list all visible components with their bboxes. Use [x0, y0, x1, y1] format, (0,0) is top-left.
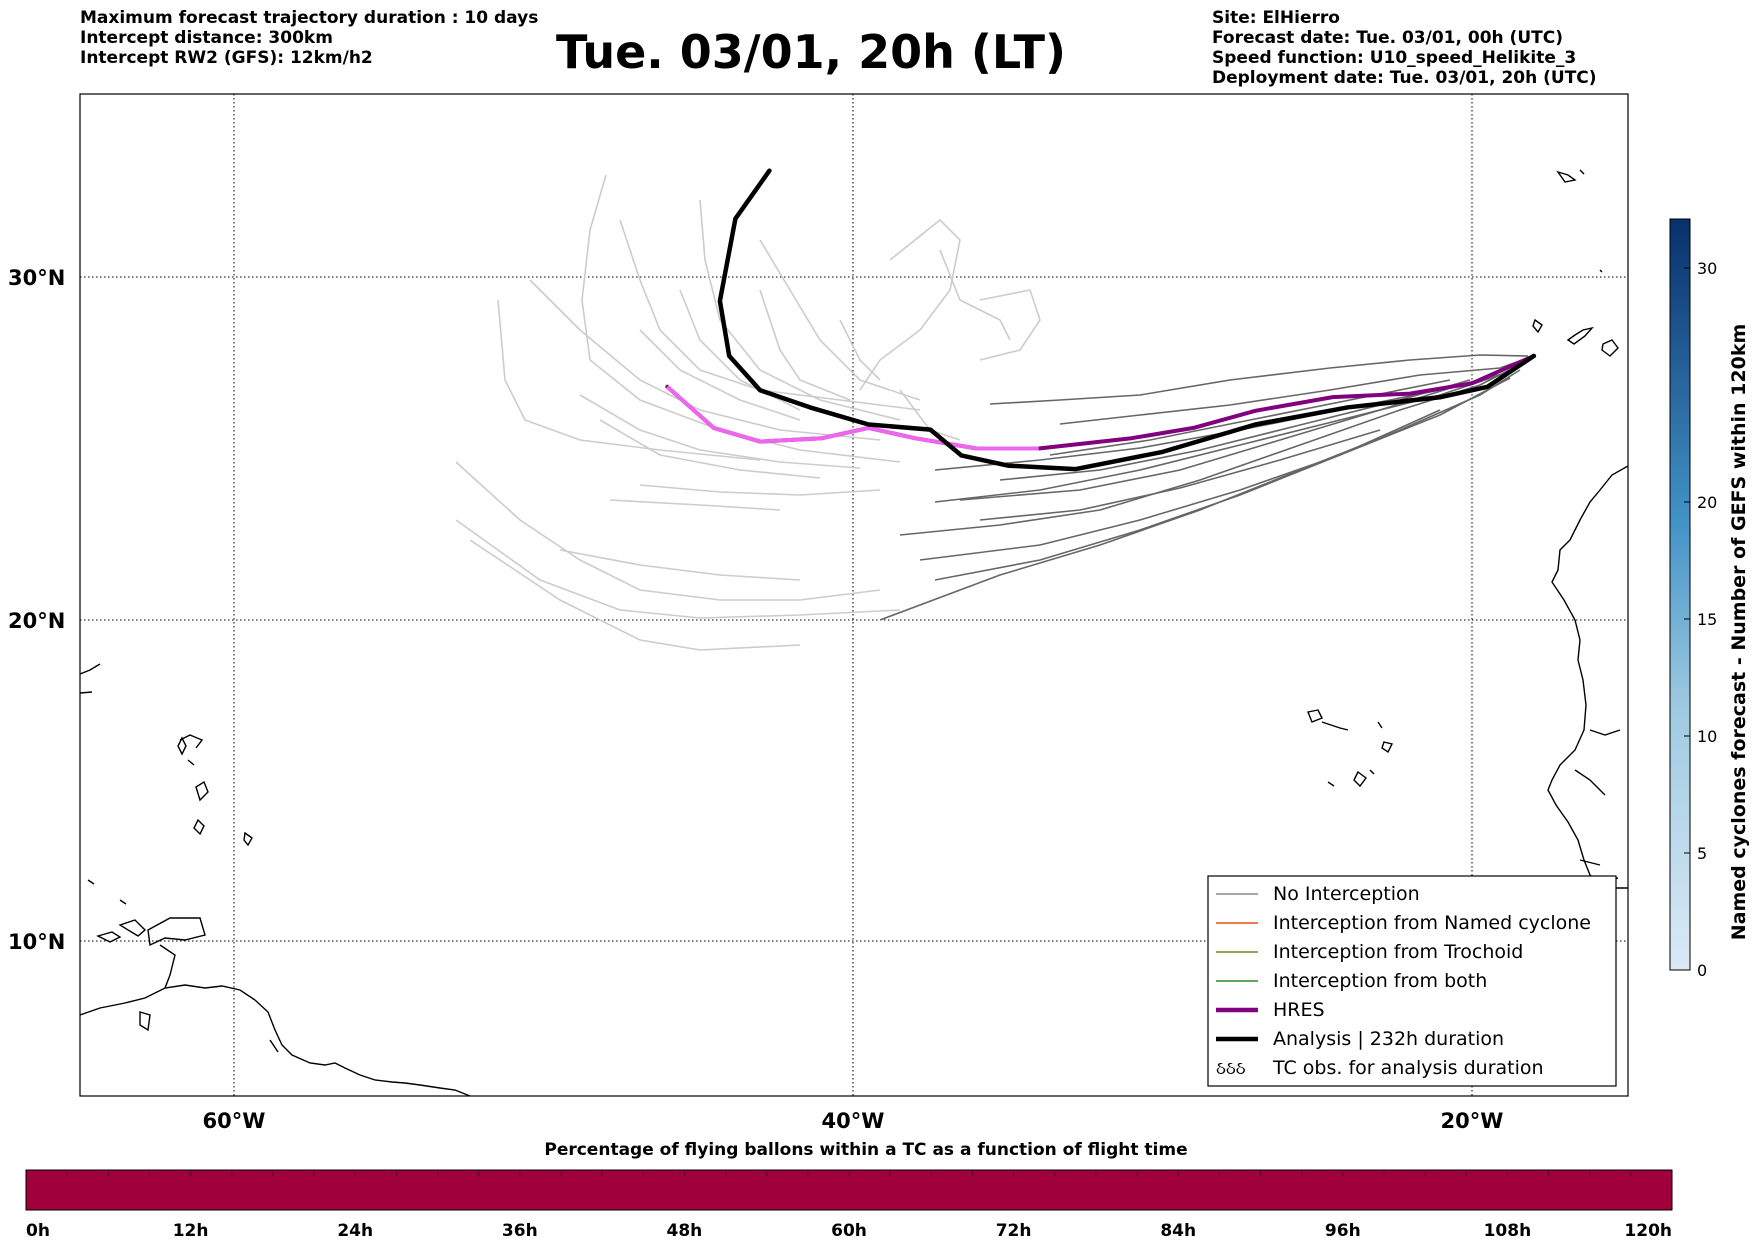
- legend-item: Interception from Named cyclone: [1216, 912, 1591, 934]
- legend-item: ઠઠઠ TC obs. for analysis duration: [1216, 1057, 1544, 1079]
- colorbar-bottom-tick: 48h: [667, 1221, 703, 1241]
- colorbar-bottom-tick: 96h: [1325, 1221, 1361, 1241]
- map-area: [80, 94, 1628, 1096]
- legend-label: TC obs. for analysis duration: [1272, 1057, 1544, 1079]
- legend-label: Interception from Named cyclone: [1273, 912, 1591, 934]
- legend-label: HRES: [1273, 999, 1325, 1021]
- colorbar-bottom-tick: 108h: [1484, 1221, 1532, 1241]
- lon-label-60w: 60°W: [203, 1109, 266, 1133]
- legend-item: Interception from Trochoid: [1216, 941, 1523, 963]
- islands: [1307, 169, 1619, 788]
- lon-label-20w: 20°W: [1441, 1109, 1504, 1133]
- cbar-tick-20: 20: [1697, 493, 1717, 512]
- forecast-date-text: Forecast date: Tue. 03/01, 00h (UTC): [1212, 28, 1563, 48]
- graticule: [80, 94, 1628, 1096]
- colorbar-right-ticks: 0 5 10 15 20 30: [1684, 259, 1717, 980]
- legend-item: Analysis | 232h duration: [1216, 1028, 1504, 1050]
- analysis-trajectory: [717, 168, 1537, 472]
- cbar-tick-5: 5: [1697, 844, 1707, 863]
- colorbar-bottom-title: Percentage of flying ballons within a TC…: [544, 1140, 1187, 1160]
- cbar-tick-15: 15: [1697, 610, 1717, 629]
- intercept-rw2-text: Intercept RW2 (GFS): 12km/h2: [80, 48, 373, 68]
- colorbar-bottom-tick: 36h: [502, 1221, 538, 1241]
- legend-label: Analysis | 232h duration: [1273, 1028, 1504, 1050]
- coastline-caribbean: [80, 663, 471, 1096]
- trajectory-series: [665, 168, 1537, 472]
- colorbar-right: 0 5 10 15 20 30 Named cyclones forecast …: [1669, 218, 1750, 980]
- page-title: Tue. 03/01, 20h (LT): [556, 25, 1066, 79]
- hres-trajectory-late-segment: [665, 385, 1039, 451]
- legend-item: HRES: [1216, 999, 1325, 1021]
- colorbar-bottom-tick: 12h: [173, 1221, 209, 1241]
- legend-label: Interception from both: [1273, 970, 1487, 992]
- cbar-tick-0: 0: [1697, 961, 1707, 980]
- colorbar-bottom-tick: 0h: [26, 1221, 50, 1241]
- colorbar-bottom-tick: 24h: [337, 1221, 373, 1241]
- max-duration-text: Maximum forecast trajectory duration : 1…: [80, 8, 539, 28]
- lat-axis-labels: 30°N 20°N 10°N: [8, 266, 65, 954]
- legend-label: No Interception: [1273, 883, 1420, 905]
- lat-label-20n: 20°N: [8, 609, 65, 633]
- legend: No Interception Interception from Named c…: [1207, 875, 1617, 1087]
- header-right-info: Site: ElHierro Forecast date: Tue. 03/01…: [1212, 8, 1597, 88]
- legend-items: No Interception Interception from Named c…: [1216, 883, 1591, 1079]
- colorbar-right-title: Named cyclones forecast - Number of GEFS…: [1728, 324, 1750, 941]
- legend-item: Interception from both: [1216, 970, 1487, 992]
- ensemble-trajectories-dark: [879, 354, 1529, 621]
- intercept-distance-text: Intercept distance: 300km: [80, 28, 333, 48]
- site-text: Site: ElHierro: [1212, 8, 1340, 28]
- ensemble-trajectories-light: [455, 174, 1041, 651]
- lon-label-40w: 40°W: [822, 1109, 885, 1133]
- colorbar-bottom-segments: [66, 1170, 1632, 1176]
- lat-label-30n: 30°N: [8, 266, 65, 290]
- cbar-tick-10: 10: [1697, 727, 1717, 746]
- tc-obs-symbol-icon: ઠઠઠ: [1216, 1059, 1246, 1079]
- legend-label: Interception from Trochoid: [1273, 941, 1523, 963]
- lat-label-10n: 10°N: [8, 930, 65, 954]
- colorbar-bottom-tick: 72h: [996, 1221, 1032, 1241]
- deployment-date-text: Deployment date: Tue. 03/01, 20h (UTC): [1212, 68, 1597, 88]
- colorbar-bottom-tick: 60h: [831, 1221, 867, 1241]
- legend-box: [1207, 875, 1617, 1087]
- legend-item: No Interception: [1216, 883, 1420, 905]
- lon-axis-labels: 60°W 40°W 20°W: [203, 1109, 1504, 1133]
- header-left-info: Maximum forecast trajectory duration : 1…: [80, 8, 538, 68]
- colorbar-bottom: Percentage of flying ballons within a TC…: [25, 1140, 1673, 1241]
- cbar-tick-30: 30: [1697, 259, 1717, 278]
- map-frame: [79, 93, 1629, 1097]
- coastline-africa: [1547, 465, 1628, 889]
- colorbar-bottom-ticks: 0h 12h 24h 36h 48h 60h 72h 84h 96h 108h 120h: [26, 1221, 1672, 1241]
- colorbar-bottom-fill: [25, 1169, 1673, 1211]
- colorbar-right-fill: [1669, 218, 1691, 971]
- colorbar-bottom-tick: 84h: [1160, 1221, 1196, 1241]
- speed-function-text: Speed function: U10_speed_Helikite_3: [1212, 48, 1577, 68]
- colorbar-bottom-tick: 120h: [1624, 1221, 1672, 1241]
